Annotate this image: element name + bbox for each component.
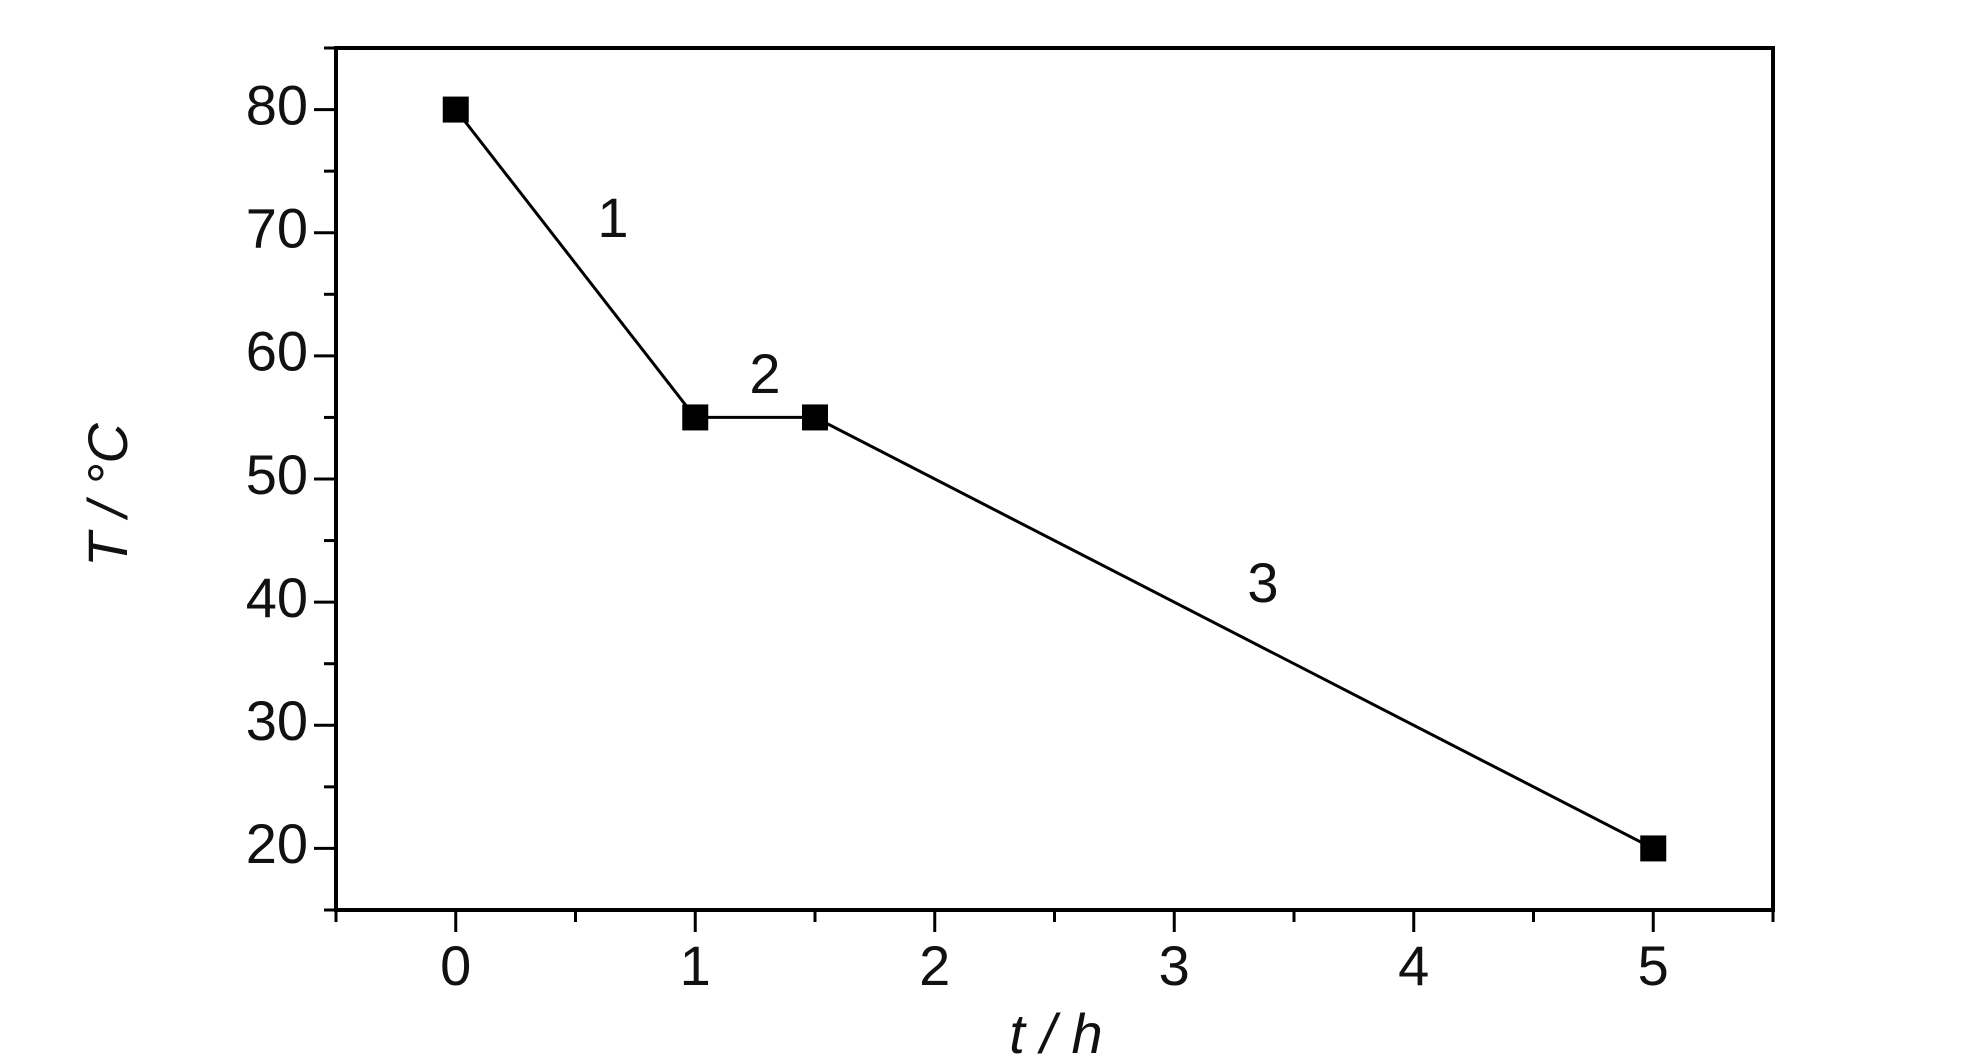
x-tick-label: 5 bbox=[1638, 934, 1669, 997]
segment-label: 3 bbox=[1247, 551, 1278, 614]
y-tick-label: 40 bbox=[246, 566, 308, 629]
point-marker bbox=[802, 404, 828, 431]
x-tick-label: 1 bbox=[680, 934, 711, 997]
y-axis-label: T / °C bbox=[76, 423, 139, 567]
plot-frame bbox=[334, 46, 1775, 912]
point-marker bbox=[442, 96, 469, 123]
series-line bbox=[454, 108, 1654, 850]
point-marker bbox=[1640, 835, 1667, 862]
x-tick-label: 0 bbox=[440, 934, 471, 997]
x-axis-label: t / h bbox=[1009, 1002, 1102, 1062]
y-tick-label: 50 bbox=[246, 443, 308, 506]
y-tick-label: 70 bbox=[246, 197, 308, 260]
segment-label: 2 bbox=[749, 342, 780, 405]
y-tick-label: 30 bbox=[246, 689, 308, 752]
point-marker bbox=[682, 404, 709, 431]
y-tick-label: 60 bbox=[246, 320, 308, 383]
x-tick-label: 3 bbox=[1159, 934, 1190, 997]
segment-label: 1 bbox=[597, 186, 628, 249]
y-tick-label: 20 bbox=[246, 812, 308, 875]
x-tick-label: 4 bbox=[1398, 934, 1429, 997]
y-tick-label: 80 bbox=[246, 73, 308, 136]
x-tick-label: 2 bbox=[919, 934, 950, 997]
